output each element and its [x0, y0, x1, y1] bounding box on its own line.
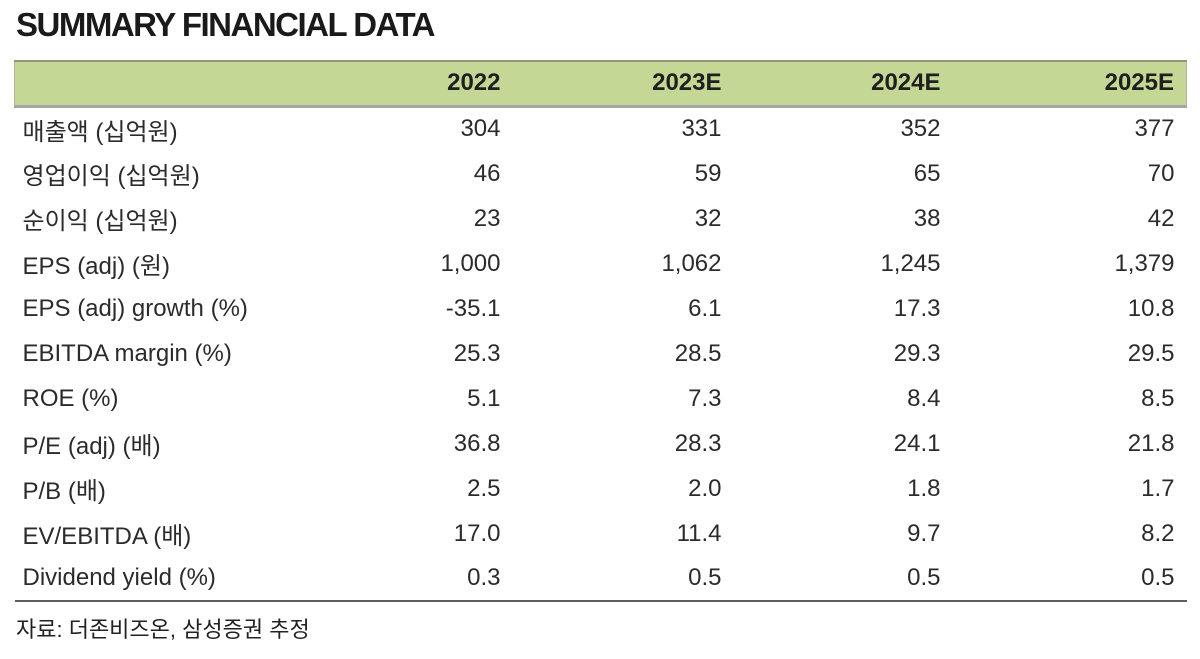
value-cell: 1.8: [907, 474, 941, 502]
value-cell: 24.1: [893, 429, 941, 457]
value-cell: 1.7: [1141, 474, 1175, 502]
value-cell: 352: [900, 115, 941, 143]
row-label: 영업이익 (십억원): [22, 163, 200, 190]
value-cell: 8.5: [1141, 384, 1175, 412]
value-cell: 25.3: [453, 339, 501, 367]
value-cell: 8.2: [1141, 519, 1175, 547]
column-header-2025e: 2025E: [952, 60, 1187, 108]
value-cell: 1,379: [1114, 249, 1175, 277]
value-cell: 0.5: [1141, 564, 1175, 591]
column-header-2023e: 2023E: [512, 60, 734, 108]
value-cell: -35.1: [445, 294, 501, 322]
value-cell: 6.1: [688, 294, 722, 322]
value-cell: 1,062: [661, 249, 722, 277]
value-cell: 38: [913, 204, 941, 232]
value-cell: 9.7: [907, 519, 941, 547]
value-cell: 8.4: [907, 384, 941, 412]
row-label: P/E (adj) (배): [22, 433, 161, 460]
value-cell: 5.1: [467, 384, 501, 412]
table-row-revenue: 매출액 (십억원) 304 331 352 377: [15, 106, 1187, 151]
value-cell: 59: [694, 159, 722, 187]
table-row-eps: EPS (adj) (원) 1,000 1,062 1,245 1,379: [15, 241, 1187, 286]
value-cell: 28.3: [674, 429, 722, 457]
value-cell: 17.3: [893, 294, 941, 322]
row-label: EV/EBITDA (배): [22, 523, 192, 550]
table-row-eps-growth: EPS (adj) growth (%) -35.1 6.1 17.3 10.8: [15, 286, 1187, 331]
value-cell: 32: [694, 204, 722, 232]
value-cell: 1,000: [440, 249, 501, 277]
row-label: ROE (%): [22, 384, 119, 412]
value-cell: 11.4: [676, 519, 722, 547]
table-row-operating-profit: 영업이익 (십억원) 46 59 65 70: [15, 151, 1187, 196]
value-cell: 70: [1147, 159, 1175, 187]
row-label: EPS (adj) (원): [22, 253, 170, 280]
value-cell: 23: [473, 204, 501, 232]
value-cell: 10.8: [1127, 294, 1175, 322]
column-header-blank: [14, 60, 315, 108]
page-title: SUMMARY FINANCIAL DATA: [16, 6, 435, 43]
row-label: EPS (adj) growth (%): [22, 294, 248, 322]
value-cell: 2.0: [688, 474, 722, 502]
column-header-2022: 2022: [314, 60, 513, 108]
value-cell: 29.3: [893, 339, 941, 367]
value-cell: 331: [681, 115, 722, 143]
value-cell: 304: [460, 115, 501, 143]
value-cell: 21.8: [1127, 429, 1175, 457]
header-row: 2022 2023E 2024E 2025E: [14, 60, 1187, 108]
value-cell: 65: [913, 159, 941, 187]
table-row-pb: P/B (배) 2.5 2.0 1.8 1.7: [15, 466, 1187, 511]
row-label: EBITDA margin (%): [22, 339, 232, 367]
table-row-roe: ROE (%) 5.1 7.3 8.4 8.5: [15, 376, 1187, 421]
row-label: 순이익 (십억원): [22, 208, 178, 235]
value-cell: 0.5: [688, 564, 722, 591]
row-label: 매출액 (십억원): [22, 118, 178, 146]
value-cell: 7.3: [688, 384, 722, 412]
value-cell: 377: [1134, 115, 1175, 143]
table-row-net-profit: 순이익 (십억원) 23 32 38 42: [15, 196, 1187, 241]
table-row-ebitda-margin: EBITDA margin (%) 25.3 28.5 29.3 29.5: [15, 331, 1187, 376]
row-label: P/B (배): [22, 478, 106, 505]
value-cell: 2.5: [467, 474, 501, 502]
row-label: Dividend yield (%): [22, 564, 216, 591]
value-cell: 1,245: [880, 249, 941, 277]
financial-summary-table: 2022 2023E 2024E 2025E 매출액 (십억원) 304 331…: [14, 60, 1187, 602]
table-row-dividend-yield: Dividend yield (%) 0.3 0.5 0.5 0.5: [15, 556, 1187, 601]
value-cell: 0.5: [907, 564, 941, 591]
table-row-pe: P/E (adj) (배) 36.8 28.3 24.1 21.8: [15, 421, 1187, 466]
value-cell: 42: [1147, 204, 1175, 232]
value-cell: 46: [473, 159, 501, 187]
table-row-ev-ebitda: EV/EBITDA (배) 17.0 11.4 9.7 8.2: [15, 511, 1187, 556]
value-cell: 29.5: [1127, 339, 1175, 367]
value-cell: 28.5: [674, 339, 722, 367]
value-cell: 36.8: [453, 429, 501, 457]
source-note: 자료: 더존비즈온, 삼성증권 추정: [16, 617, 310, 642]
column-header-2024e: 2024E: [733, 60, 953, 108]
value-cell: 0.3: [467, 564, 501, 591]
value-cell: 17.0: [453, 519, 501, 547]
